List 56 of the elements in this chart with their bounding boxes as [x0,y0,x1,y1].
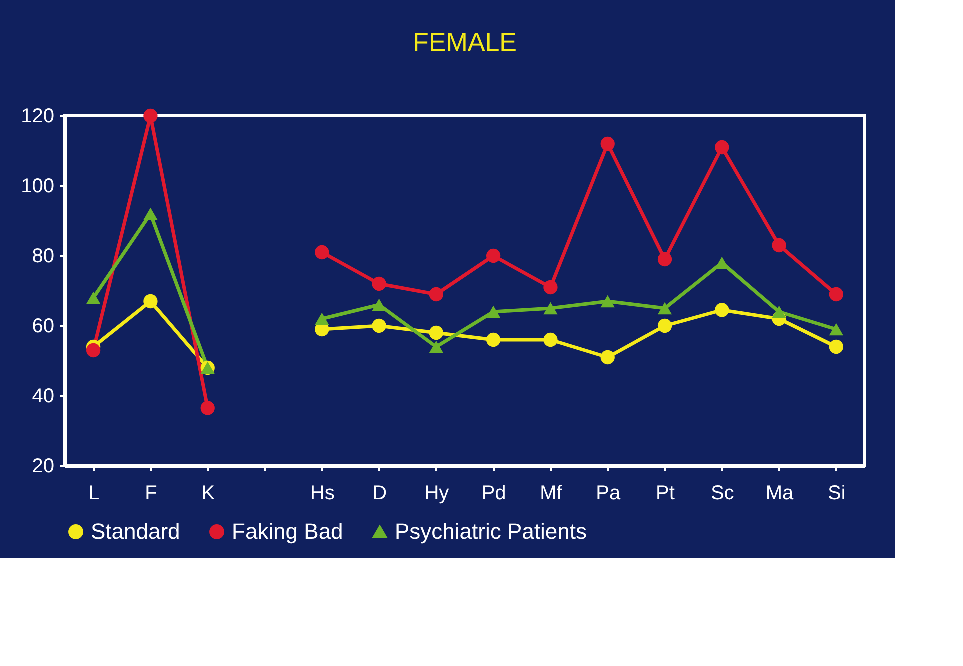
point [600,136,615,152]
point [658,252,672,267]
point [86,343,101,358]
x-tick-label: K [202,482,216,504]
point [600,295,615,308]
point [658,302,672,315]
point [829,287,844,302]
point [544,302,558,315]
x-tick-label: Pt [656,482,676,504]
point [829,340,844,354]
point [772,238,786,253]
y-tick-label: 20 [32,456,54,478]
point [144,294,158,309]
x-tick-label: Mf [540,482,563,504]
point [486,332,501,348]
point [315,245,330,260]
y-tick-label: 80 [32,246,54,268]
point [372,298,386,312]
x-tick-label: F [145,482,158,504]
x-tick-label: D [372,482,388,504]
x-tick-label: L [88,482,100,504]
legend-label: Psychiatric Patients [395,519,587,544]
point [372,276,386,292]
y-tick-label: 100 [21,176,54,198]
point [486,248,501,264]
y-tick-label: 40 [32,386,54,408]
y-tick-label: 60 [32,316,54,338]
point [544,280,558,295]
legend-label: Standard [91,519,180,544]
point [315,312,330,326]
x-tick-label: Pd [482,482,506,504]
point [772,306,786,318]
x-tick-label: Pa [596,482,622,504]
point [144,208,158,220]
point [658,318,672,334]
point [544,332,558,348]
x-tick-label: Hy [424,482,450,504]
point [429,287,444,302]
chart-title: FEMALE [412,27,518,57]
x-tick-label: Ma [766,482,795,504]
x-tick-label: Sc [710,482,734,504]
point [829,323,844,336]
point [429,326,444,340]
point [715,303,730,318]
point [600,350,615,365]
point [715,140,730,155]
y-tick-label: 120 [21,106,54,128]
point [200,401,215,416]
x-tick-label: Si [828,482,846,504]
point [86,292,101,304]
legend-label: Faking Bad [232,519,344,544]
point [372,318,386,334]
point [486,306,501,318]
point [429,340,444,354]
x-tick-label: Hs [310,482,335,504]
point [144,108,158,124]
